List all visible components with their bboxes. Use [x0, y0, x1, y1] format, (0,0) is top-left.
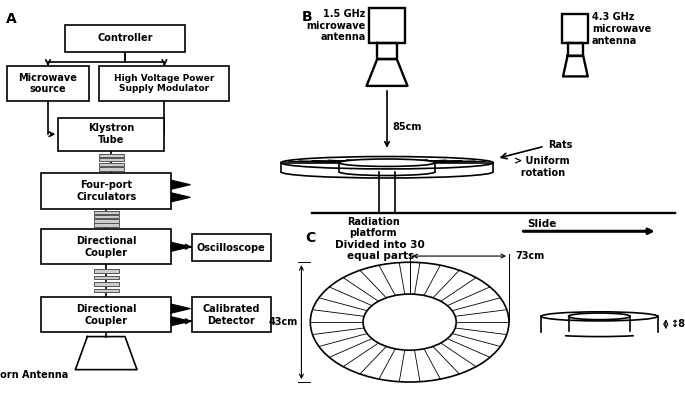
- Ellipse shape: [339, 159, 435, 166]
- Bar: [99, 163, 123, 166]
- Bar: [94, 289, 119, 292]
- Text: Klystron
Tube: Klystron Tube: [88, 123, 134, 145]
- Text: C: C: [305, 231, 315, 245]
- Polygon shape: [171, 180, 190, 189]
- FancyBboxPatch shape: [65, 25, 185, 52]
- Bar: [99, 154, 123, 157]
- Text: Directional
Coupler: Directional Coupler: [76, 236, 136, 258]
- FancyBboxPatch shape: [41, 173, 171, 209]
- Text: 1.5 GHz
microwave
antenna: 1.5 GHz microwave antenna: [307, 9, 366, 43]
- Circle shape: [363, 294, 456, 350]
- Text: B: B: [301, 10, 312, 24]
- Text: Microwave
source: Microwave source: [18, 73, 77, 95]
- Bar: [94, 269, 119, 273]
- Bar: [94, 276, 119, 279]
- Text: Slide: Slide: [527, 219, 557, 229]
- Bar: [94, 215, 119, 218]
- Ellipse shape: [569, 313, 630, 320]
- Text: Four-port
Circulators: Four-port Circulators: [76, 180, 136, 202]
- Text: Horn Antenna: Horn Antenna: [0, 370, 68, 380]
- Bar: [94, 219, 119, 223]
- FancyBboxPatch shape: [41, 229, 171, 264]
- FancyBboxPatch shape: [41, 297, 171, 332]
- Text: Radiation
platform: Radiation platform: [347, 217, 400, 238]
- Bar: [94, 223, 119, 227]
- Bar: [99, 158, 123, 161]
- Text: 43cm: 43cm: [269, 317, 298, 327]
- FancyBboxPatch shape: [58, 118, 164, 151]
- Polygon shape: [171, 317, 190, 326]
- FancyBboxPatch shape: [192, 297, 271, 332]
- FancyBboxPatch shape: [562, 14, 588, 43]
- FancyBboxPatch shape: [99, 66, 229, 101]
- Text: Controller: Controller: [97, 33, 153, 43]
- Text: Calibrated
Detector: Calibrated Detector: [203, 304, 260, 326]
- Circle shape: [310, 262, 509, 382]
- Text: Divided into 30
equal parts: Divided into 30 equal parts: [335, 240, 425, 261]
- FancyBboxPatch shape: [192, 234, 271, 261]
- Text: Rats: Rats: [548, 140, 573, 150]
- Text: > Uniform
  rotation: > Uniform rotation: [514, 157, 569, 178]
- Text: 4.3 GHz
microwave
antenna: 4.3 GHz microwave antenna: [592, 12, 651, 45]
- Text: 73cm: 73cm: [516, 251, 545, 261]
- Text: 85cm: 85cm: [393, 121, 422, 132]
- Text: High Voltage Power
Supply Modulator: High Voltage Power Supply Modulator: [114, 74, 214, 93]
- Bar: [94, 282, 119, 286]
- Ellipse shape: [541, 312, 658, 321]
- Polygon shape: [171, 304, 190, 313]
- FancyBboxPatch shape: [7, 66, 89, 101]
- Text: Oscilloscope: Oscilloscope: [197, 242, 266, 253]
- Text: Directional
Coupler: Directional Coupler: [76, 304, 136, 326]
- Polygon shape: [171, 193, 190, 202]
- Bar: [94, 211, 119, 214]
- Bar: [99, 167, 123, 171]
- Text: ↕8cm: ↕8cm: [670, 319, 685, 329]
- Ellipse shape: [281, 157, 493, 169]
- Text: A: A: [5, 12, 16, 26]
- FancyBboxPatch shape: [369, 8, 405, 43]
- Polygon shape: [171, 242, 190, 251]
